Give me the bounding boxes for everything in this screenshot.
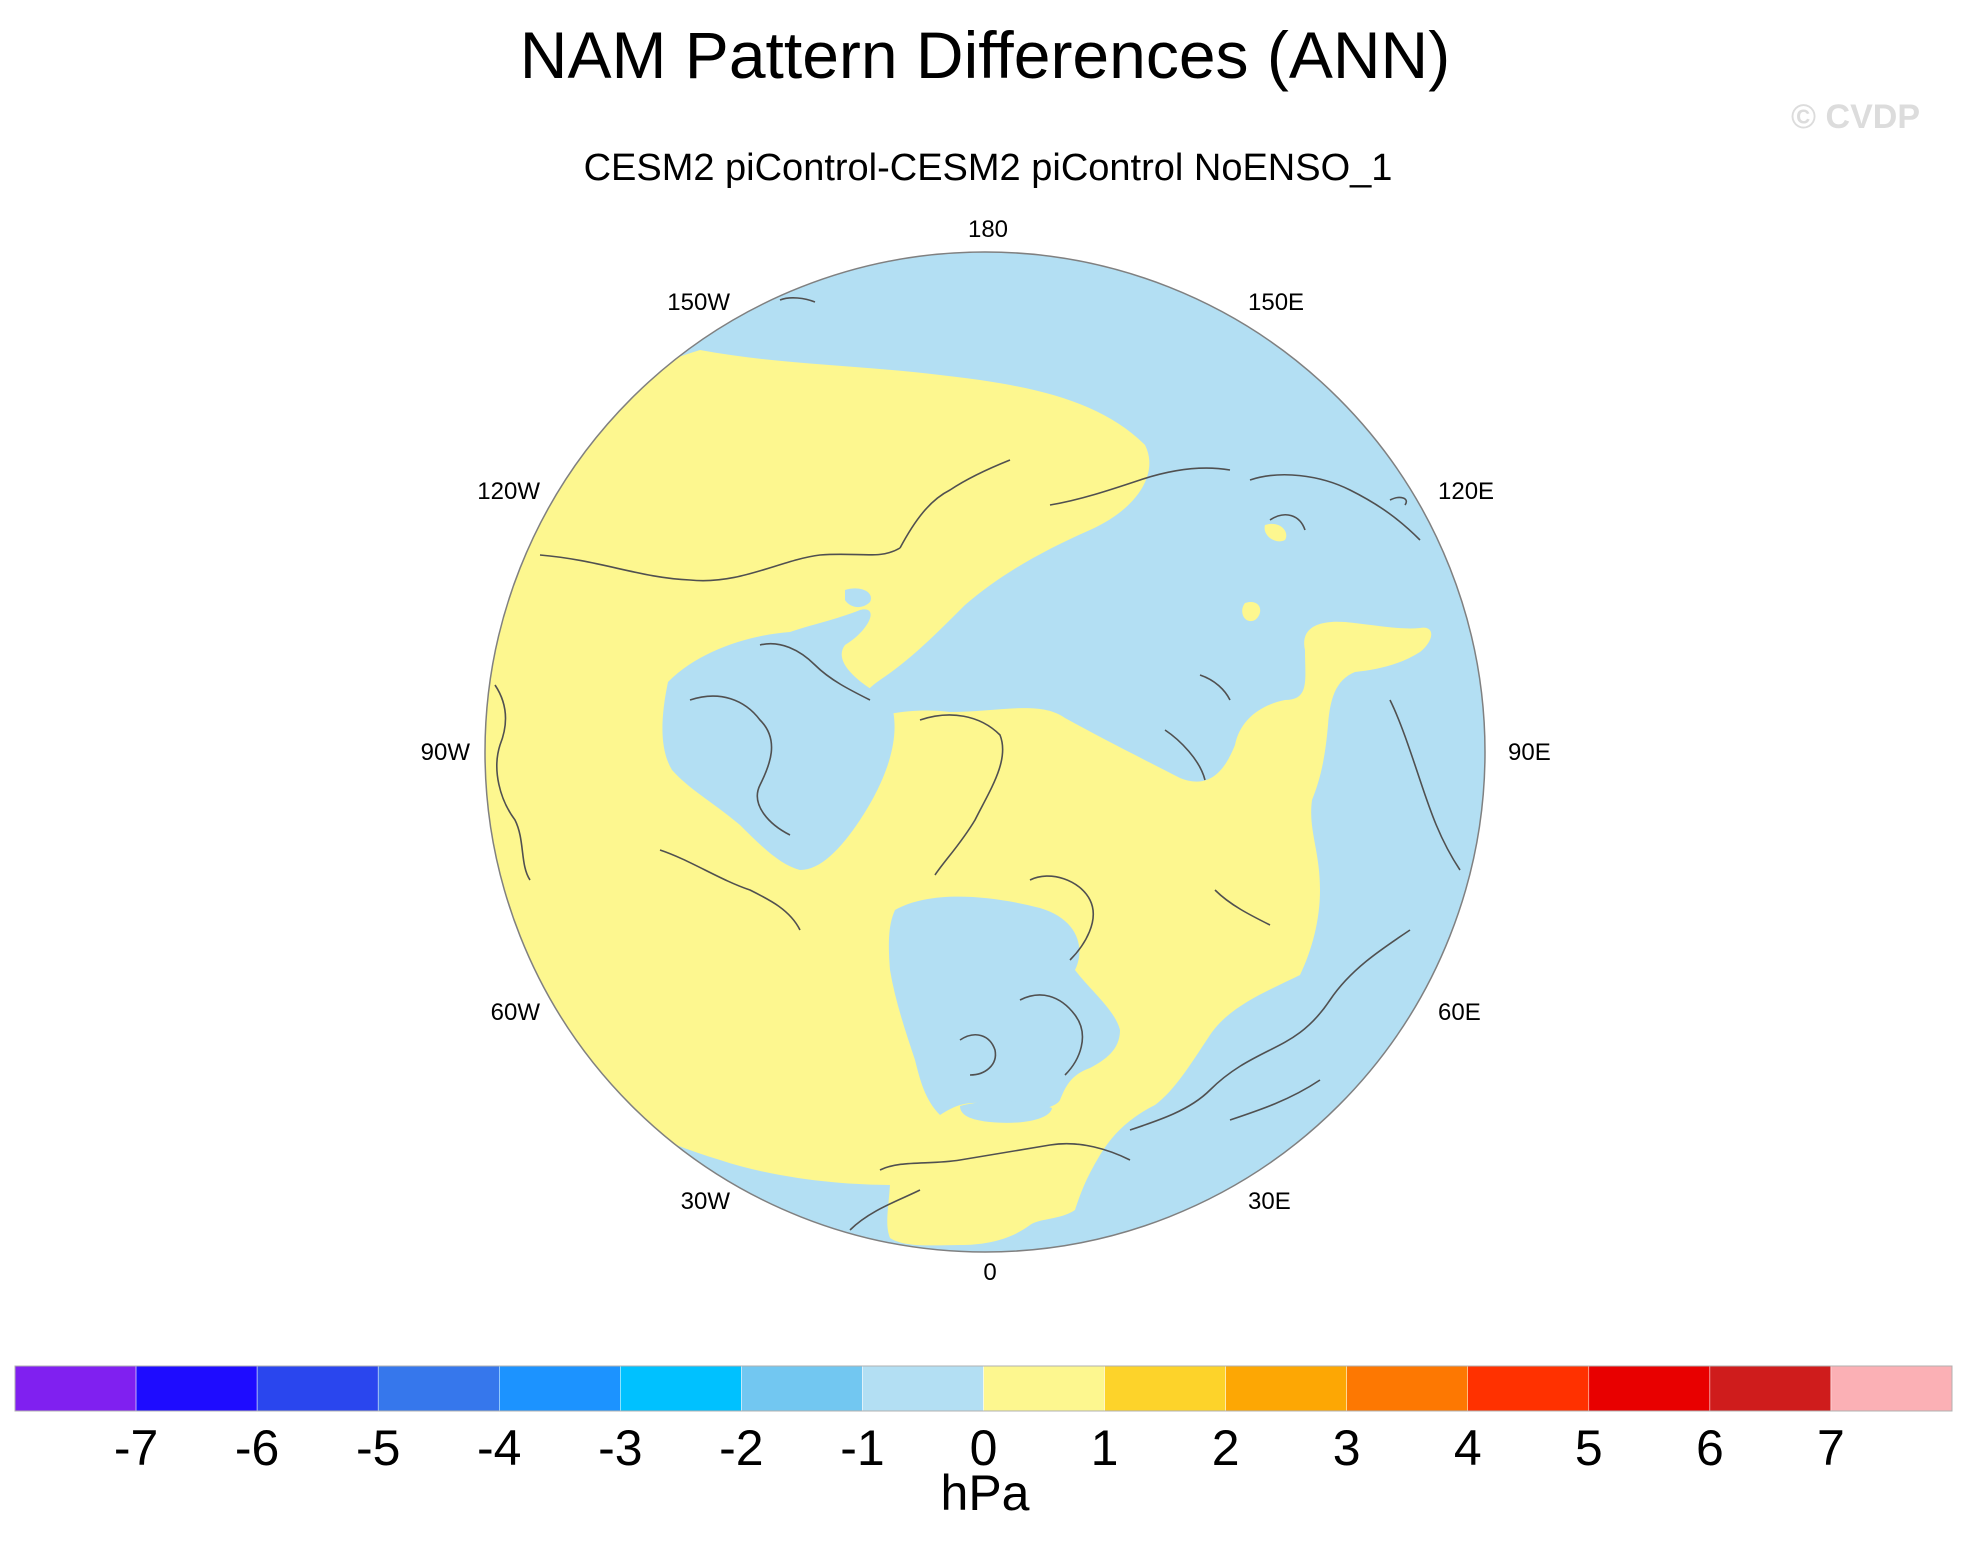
lon-label-150e: 150E (1248, 289, 1304, 316)
colorbar-tick-label: 0 (970, 1420, 998, 1476)
colorbar-tick-label: 7 (1817, 1420, 1845, 1476)
colorbar-tick-labels: -7 -6 -5 -4 -3 -2 -1 0 1 2 3 4 5 6 7 (114, 1420, 1845, 1476)
polar-map (485, 252, 1485, 1252)
colorbar-box-1 (135, 1365, 258, 1412)
negative-alaska-inlet (845, 588, 871, 608)
colorbar-box-15 (1830, 1365, 1953, 1412)
colorbar-tick-label: -1 (840, 1420, 884, 1476)
negative-arctic-canada-region (662, 609, 895, 870)
figure-title: NAM Pattern Differences (ANN) (520, 18, 1450, 92)
colorbar-tick-label: 2 (1212, 1420, 1240, 1476)
colorbar-box-13 (1588, 1365, 1711, 1412)
colorbar-tick-label: 3 (1333, 1420, 1361, 1476)
colorbar-box-3 (377, 1365, 500, 1412)
lon-label-0: 0 (983, 1259, 996, 1286)
lon-label-30w: 30W (681, 1188, 731, 1215)
lon-label-60e: 60E (1438, 999, 1481, 1026)
colorbar-box-6 (741, 1365, 863, 1412)
cvdp-watermark: © CVDP (1791, 98, 1920, 136)
coastlines (494, 297, 1461, 1231)
lon-label-120w: 120W (477, 478, 540, 505)
positive-anomaly-region (485, 350, 1432, 1246)
colorbar: -7 -6 -5 -4 -3 -2 -1 0 1 2 3 4 5 6 7 hPa (14, 1365, 1953, 1521)
colorbar-box-9 (1104, 1365, 1226, 1412)
colorbar-tick-label: 5 (1575, 1420, 1603, 1476)
lon-label-150w: 150W (667, 289, 730, 316)
colorbar-box-7 (862, 1365, 984, 1412)
lon-label-90w: 90W (421, 739, 471, 766)
lon-label-30e: 30E (1248, 1188, 1291, 1215)
colorbar-box-2 (256, 1365, 379, 1412)
lon-label-60w: 60W (491, 999, 541, 1026)
colorbar-box-5 (620, 1365, 742, 1412)
colorbar-tick-label: 6 (1696, 1420, 1724, 1476)
colorbar-tick-label: 1 (1091, 1420, 1119, 1476)
positive-west-siberia-patch (1242, 601, 1261, 622)
colorbar-outline (14, 1365, 1953, 1412)
colorbar-box-12 (1467, 1365, 1590, 1412)
lon-label-120e: 120E (1438, 478, 1494, 505)
colorbar-box-0 (14, 1365, 137, 1412)
positive-lake-patch (1264, 523, 1287, 542)
negative-mediterranean-region (960, 1100, 1052, 1123)
colorbar-boxes (14, 1365, 1953, 1412)
negative-north-atlantic-region (888, 896, 1120, 1115)
map-border (484, 251, 1486, 1253)
colorbar-tick-label: -7 (114, 1420, 158, 1476)
lon-label-90e: 90E (1508, 739, 1551, 766)
colorbar-tick-label: -2 (719, 1420, 763, 1476)
colorbar-unit-label: hPa (941, 1465, 1030, 1521)
colorbar-tick-label: -6 (235, 1420, 279, 1476)
colorbar-tick-label: 4 (1454, 1420, 1482, 1476)
colorbar-box-14 (1709, 1365, 1832, 1412)
colorbar-box-10 (1225, 1365, 1347, 1412)
colorbar-box-4 (499, 1365, 621, 1412)
colorbar-tick-label: -5 (356, 1420, 400, 1476)
map-subtitle: CESM2 piControl-CESM2 piControl NoENSO_1 (584, 147, 1393, 189)
longitude-labels: 180 150W 150E 120W 120E 90W 90E 60W 60E … (421, 216, 1551, 1286)
colorbar-tick-label: -4 (477, 1420, 521, 1476)
colorbar-tick-label: -3 (598, 1420, 642, 1476)
colorbar-box-8 (983, 1365, 1105, 1412)
lon-label-180: 180 (968, 216, 1008, 243)
colorbar-box-11 (1346, 1365, 1468, 1412)
